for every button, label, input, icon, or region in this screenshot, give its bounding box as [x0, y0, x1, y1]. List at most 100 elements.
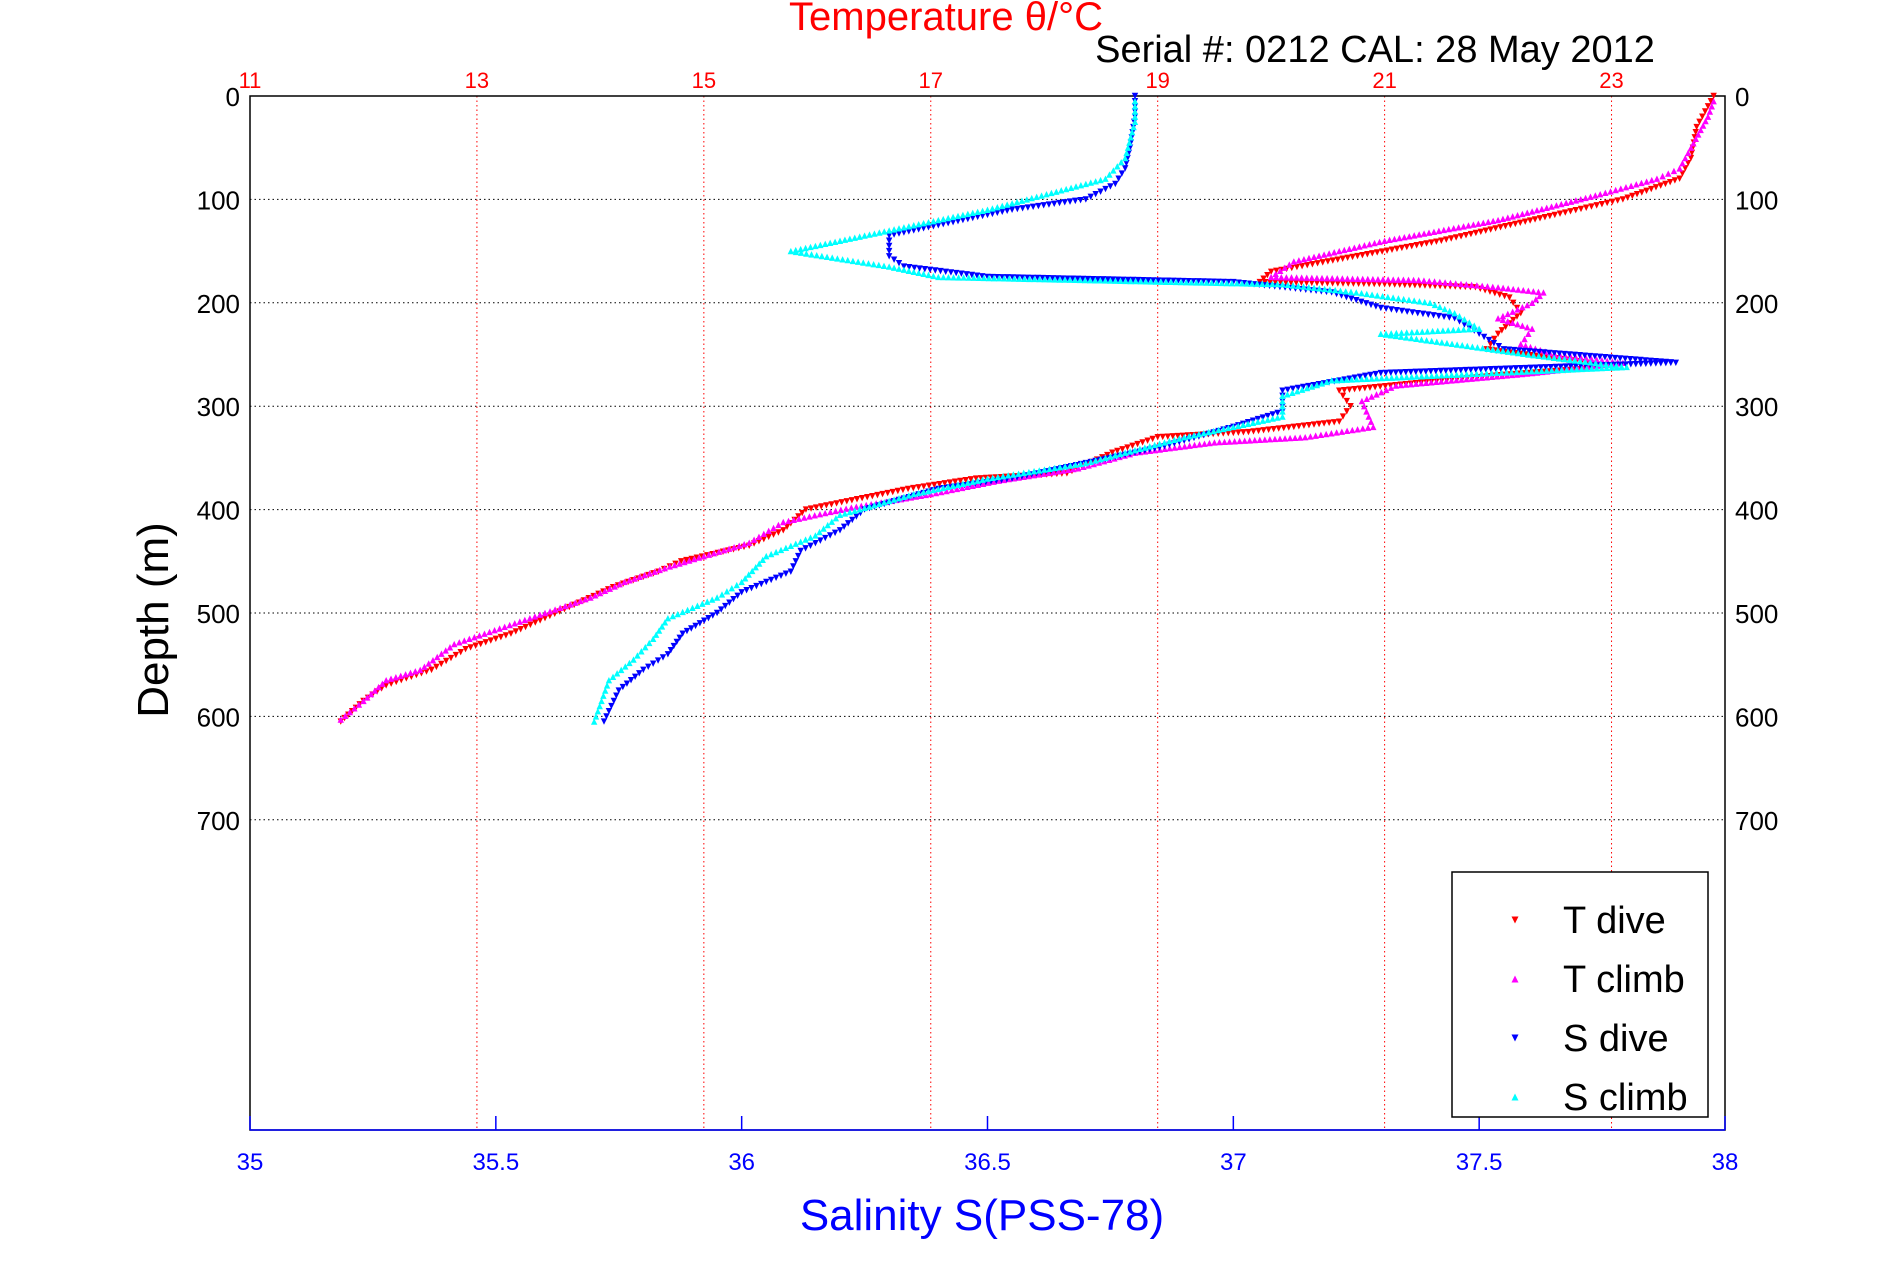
- t-climb-point: [1478, 374, 1485, 381]
- t-climb-point: [1055, 468, 1062, 475]
- t-climb-point: [1687, 144, 1695, 151]
- s-dive-point: [1045, 201, 1053, 208]
- s-climb-point: [1018, 197, 1026, 204]
- legend-label: T dive: [1563, 900, 1666, 942]
- s-dive-point: [979, 212, 986, 220]
- s-climb-point: [1082, 459, 1090, 467]
- t-dive-point: [487, 637, 494, 644]
- s-climb-point: [1126, 448, 1134, 455]
- depth-tick-label-right: 0: [1735, 82, 1749, 112]
- s-dive-point: [649, 660, 657, 667]
- t-climb-point: [765, 527, 772, 535]
- s-climb-point: [1395, 295, 1402, 302]
- s-climb-point: [1463, 370, 1470, 378]
- s-dive-point: [1562, 363, 1570, 370]
- s-climb-point: [1347, 288, 1355, 296]
- s-climb-point: [1114, 163, 1121, 170]
- salinity-tick-label: 37.5: [1456, 1149, 1503, 1176]
- s-climb-point: [1010, 471, 1017, 478]
- t-climb-point: [1196, 441, 1203, 448]
- t-climb-point: [1440, 226, 1448, 234]
- t-climb-point: [1617, 185, 1625, 192]
- s-climb-point: [823, 253, 831, 261]
- s-climb-point: [1128, 128, 1136, 136]
- s-climb-point: [1310, 284, 1318, 291]
- t-climb-point: [461, 637, 468, 644]
- t-dive-point: [823, 502, 830, 509]
- t-dive-point: [1684, 160, 1692, 167]
- t-dive-point: [1225, 429, 1232, 437]
- t-climb-point: [1315, 252, 1323, 259]
- t-climb-point: [811, 512, 818, 519]
- s-climb-point: [1504, 348, 1512, 355]
- s-climb-point: [935, 216, 942, 224]
- t-dive-point: [1365, 280, 1373, 288]
- s-dive-point: [952, 269, 960, 277]
- t-climb-point: [1397, 381, 1405, 389]
- s-climb-point: [1441, 305, 1448, 313]
- s-climb-point: [1419, 328, 1426, 335]
- s-dive-point: [1556, 350, 1563, 357]
- t-climb-point: [416, 666, 424, 674]
- t-dive-point: [1522, 218, 1529, 225]
- s-climb-point: [1389, 294, 1397, 301]
- s-climb-point: [1535, 352, 1542, 360]
- t-dive-point: [1235, 429, 1242, 436]
- s-climb-point: [846, 508, 854, 516]
- t-climb-point: [1328, 275, 1336, 282]
- t-climb-point: [1470, 221, 1477, 228]
- s-climb-point: [1131, 97, 1139, 105]
- t-climb-point: [397, 672, 404, 679]
- t-climb-point: [1524, 323, 1531, 331]
- s-climb-point: [940, 215, 947, 223]
- t-climb-point: [1369, 275, 1377, 283]
- t-climb-point: [1161, 445, 1168, 453]
- s-climb-point: [1185, 432, 1193, 440]
- s-climb-point: [1498, 369, 1505, 376]
- t-dive-point: [1314, 260, 1321, 267]
- s-dive-point: [920, 225, 927, 232]
- t-climb-point: [1485, 218, 1492, 226]
- s-climb-point: [1518, 368, 1525, 375]
- t-climb-point: [402, 671, 409, 678]
- s-climb-point: [818, 252, 826, 260]
- s-dive-point: [885, 237, 893, 244]
- t-dive-point: [497, 633, 505, 641]
- s-dive-point: [1422, 368, 1430, 375]
- s-climb-point: [954, 481, 962, 488]
- t-climb-point: [1420, 277, 1428, 284]
- depth-tick-label-right: 600: [1735, 702, 1778, 732]
- s-climb-point: [1107, 277, 1114, 284]
- s-climb-point: [1379, 292, 1386, 300]
- t-climb-point: [1509, 308, 1516, 315]
- s-climb-point: [890, 226, 898, 233]
- s-climb-point: [1279, 408, 1286, 415]
- s-dive-point: [1407, 368, 1415, 376]
- s-climb-point: [609, 673, 617, 680]
- s-climb-point: [1448, 371, 1455, 379]
- t-dive-point: [957, 477, 964, 485]
- s-climb-point: [1020, 469, 1027, 477]
- s-climb-point: [975, 274, 983, 282]
- t-dive-point: [1496, 291, 1503, 298]
- s-climb-point: [1436, 303, 1444, 311]
- s-climb-point: [1431, 301, 1439, 309]
- t-climb-point: [592, 592, 599, 599]
- s-climb-point: [759, 556, 766, 564]
- s-climb-point: [965, 274, 972, 281]
- s-dive-point: [758, 580, 765, 588]
- s-climb-point: [994, 473, 1002, 481]
- s-dive-point: [1069, 275, 1076, 282]
- s-climb-point: [1131, 103, 1139, 110]
- t-climb-point: [526, 614, 534, 622]
- s-climb-point: [699, 600, 706, 607]
- t-dive-point: [972, 475, 980, 482]
- s-dive-point: [619, 683, 627, 691]
- s-dive-point: [974, 213, 981, 221]
- t-dive-point: [1666, 178, 1674, 186]
- s-dive-point: [1596, 353, 1604, 361]
- t-climb-point: [1524, 209, 1531, 216]
- t-dive-point: [1583, 204, 1590, 211]
- t-climb-point: [1572, 353, 1579, 361]
- t-dive-point: [1556, 210, 1564, 217]
